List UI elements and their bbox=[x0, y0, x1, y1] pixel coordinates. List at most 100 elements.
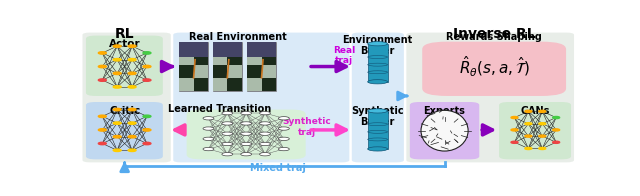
Circle shape bbox=[128, 135, 136, 138]
Circle shape bbox=[222, 112, 233, 115]
Circle shape bbox=[278, 127, 289, 130]
Circle shape bbox=[99, 142, 106, 145]
FancyBboxPatch shape bbox=[213, 52, 227, 65]
FancyBboxPatch shape bbox=[227, 78, 242, 91]
Circle shape bbox=[113, 149, 121, 152]
Circle shape bbox=[128, 149, 136, 152]
FancyBboxPatch shape bbox=[227, 52, 242, 65]
Circle shape bbox=[539, 147, 546, 150]
Circle shape bbox=[128, 45, 136, 47]
Circle shape bbox=[99, 129, 106, 131]
FancyBboxPatch shape bbox=[179, 42, 208, 57]
FancyBboxPatch shape bbox=[179, 65, 193, 78]
Circle shape bbox=[241, 142, 252, 146]
FancyBboxPatch shape bbox=[499, 102, 571, 159]
Text: Synthetic
traj: Synthetic traj bbox=[283, 117, 332, 137]
Circle shape bbox=[525, 135, 532, 137]
Circle shape bbox=[143, 129, 151, 131]
FancyBboxPatch shape bbox=[410, 102, 479, 159]
FancyBboxPatch shape bbox=[193, 65, 208, 78]
Circle shape bbox=[553, 129, 559, 131]
Circle shape bbox=[113, 72, 121, 74]
Circle shape bbox=[222, 152, 233, 156]
Circle shape bbox=[260, 152, 271, 156]
Circle shape bbox=[143, 52, 151, 54]
Circle shape bbox=[203, 117, 214, 120]
Text: Synthetic
Buffer: Synthetic Buffer bbox=[351, 106, 404, 127]
FancyBboxPatch shape bbox=[367, 44, 388, 82]
Circle shape bbox=[222, 122, 233, 125]
Circle shape bbox=[99, 79, 106, 81]
Text: RL: RL bbox=[115, 27, 134, 41]
Circle shape bbox=[222, 142, 233, 146]
FancyBboxPatch shape bbox=[213, 42, 242, 91]
FancyBboxPatch shape bbox=[179, 42, 208, 91]
FancyBboxPatch shape bbox=[213, 65, 227, 78]
FancyBboxPatch shape bbox=[213, 42, 242, 57]
Circle shape bbox=[260, 132, 271, 135]
Circle shape bbox=[128, 72, 136, 74]
Ellipse shape bbox=[367, 147, 388, 151]
Circle shape bbox=[113, 122, 121, 124]
Ellipse shape bbox=[367, 109, 388, 113]
Circle shape bbox=[241, 132, 252, 135]
Text: GANs: GANs bbox=[521, 106, 550, 116]
Text: Critic: Critic bbox=[109, 106, 140, 116]
Text: Rewards Shaping: Rewards Shaping bbox=[446, 32, 542, 42]
FancyBboxPatch shape bbox=[262, 78, 276, 91]
Circle shape bbox=[143, 115, 151, 118]
FancyBboxPatch shape bbox=[422, 42, 566, 96]
FancyBboxPatch shape bbox=[406, 33, 574, 162]
Circle shape bbox=[525, 123, 532, 125]
Circle shape bbox=[553, 141, 559, 143]
Circle shape bbox=[113, 59, 121, 61]
Circle shape bbox=[143, 65, 151, 68]
Circle shape bbox=[241, 112, 252, 115]
FancyBboxPatch shape bbox=[247, 78, 262, 91]
FancyBboxPatch shape bbox=[247, 52, 262, 65]
FancyBboxPatch shape bbox=[247, 42, 276, 57]
Circle shape bbox=[525, 147, 532, 150]
Circle shape bbox=[260, 112, 271, 115]
Circle shape bbox=[539, 123, 546, 125]
Circle shape bbox=[260, 122, 271, 125]
FancyBboxPatch shape bbox=[262, 52, 276, 65]
FancyBboxPatch shape bbox=[367, 111, 388, 149]
Circle shape bbox=[222, 132, 233, 135]
Circle shape bbox=[278, 137, 289, 141]
FancyBboxPatch shape bbox=[173, 33, 349, 162]
FancyBboxPatch shape bbox=[247, 42, 276, 91]
Text: Real
traj: Real traj bbox=[333, 45, 355, 65]
Circle shape bbox=[113, 135, 121, 138]
Circle shape bbox=[203, 147, 214, 151]
FancyBboxPatch shape bbox=[86, 36, 163, 96]
Circle shape bbox=[511, 141, 518, 143]
Text: Actor: Actor bbox=[109, 39, 140, 49]
Ellipse shape bbox=[421, 110, 468, 151]
Circle shape bbox=[128, 86, 136, 88]
Circle shape bbox=[553, 116, 559, 119]
FancyBboxPatch shape bbox=[179, 52, 193, 65]
FancyBboxPatch shape bbox=[179, 78, 193, 91]
Text: Inverse RL: Inverse RL bbox=[453, 27, 536, 41]
Text: Environment
Buffer: Environment Buffer bbox=[342, 35, 413, 56]
FancyBboxPatch shape bbox=[187, 110, 306, 159]
FancyBboxPatch shape bbox=[227, 65, 242, 78]
Circle shape bbox=[241, 122, 252, 125]
Circle shape bbox=[203, 137, 214, 141]
Circle shape bbox=[511, 116, 518, 119]
FancyBboxPatch shape bbox=[193, 52, 208, 65]
FancyBboxPatch shape bbox=[213, 78, 227, 91]
Circle shape bbox=[260, 142, 271, 146]
Text: $\hat{R}_{\theta}(s,a,\hat{\mathcal{T}})$: $\hat{R}_{\theta}(s,a,\hat{\mathcal{T}})… bbox=[459, 54, 530, 79]
FancyBboxPatch shape bbox=[352, 33, 404, 162]
Circle shape bbox=[525, 110, 532, 113]
Circle shape bbox=[539, 135, 546, 137]
Circle shape bbox=[113, 45, 121, 47]
Circle shape bbox=[113, 108, 121, 111]
Circle shape bbox=[278, 117, 289, 120]
FancyBboxPatch shape bbox=[247, 65, 262, 78]
FancyBboxPatch shape bbox=[193, 78, 208, 91]
Circle shape bbox=[128, 122, 136, 124]
Circle shape bbox=[113, 86, 121, 88]
